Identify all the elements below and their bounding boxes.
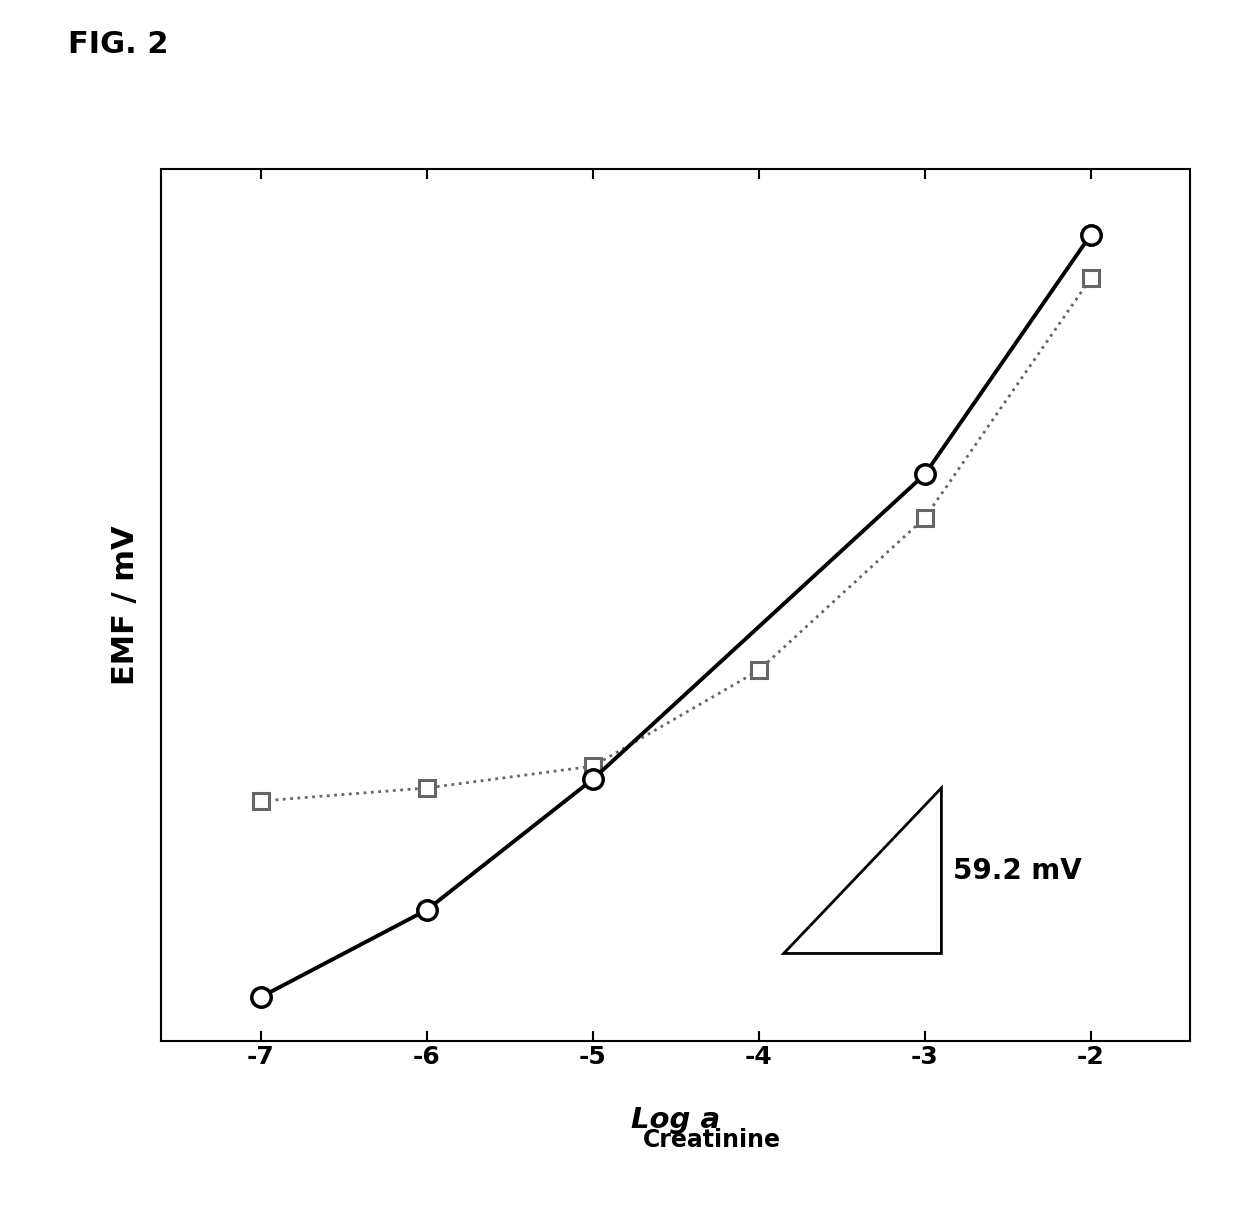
Text: 59.2 mV: 59.2 mV (954, 857, 1081, 885)
Text: FIG. 2: FIG. 2 (68, 30, 169, 59)
Text: Creatinine: Creatinine (642, 1128, 781, 1152)
Y-axis label: EMF / mV: EMF / mV (112, 525, 140, 685)
Text: Log a: Log a (631, 1106, 720, 1134)
